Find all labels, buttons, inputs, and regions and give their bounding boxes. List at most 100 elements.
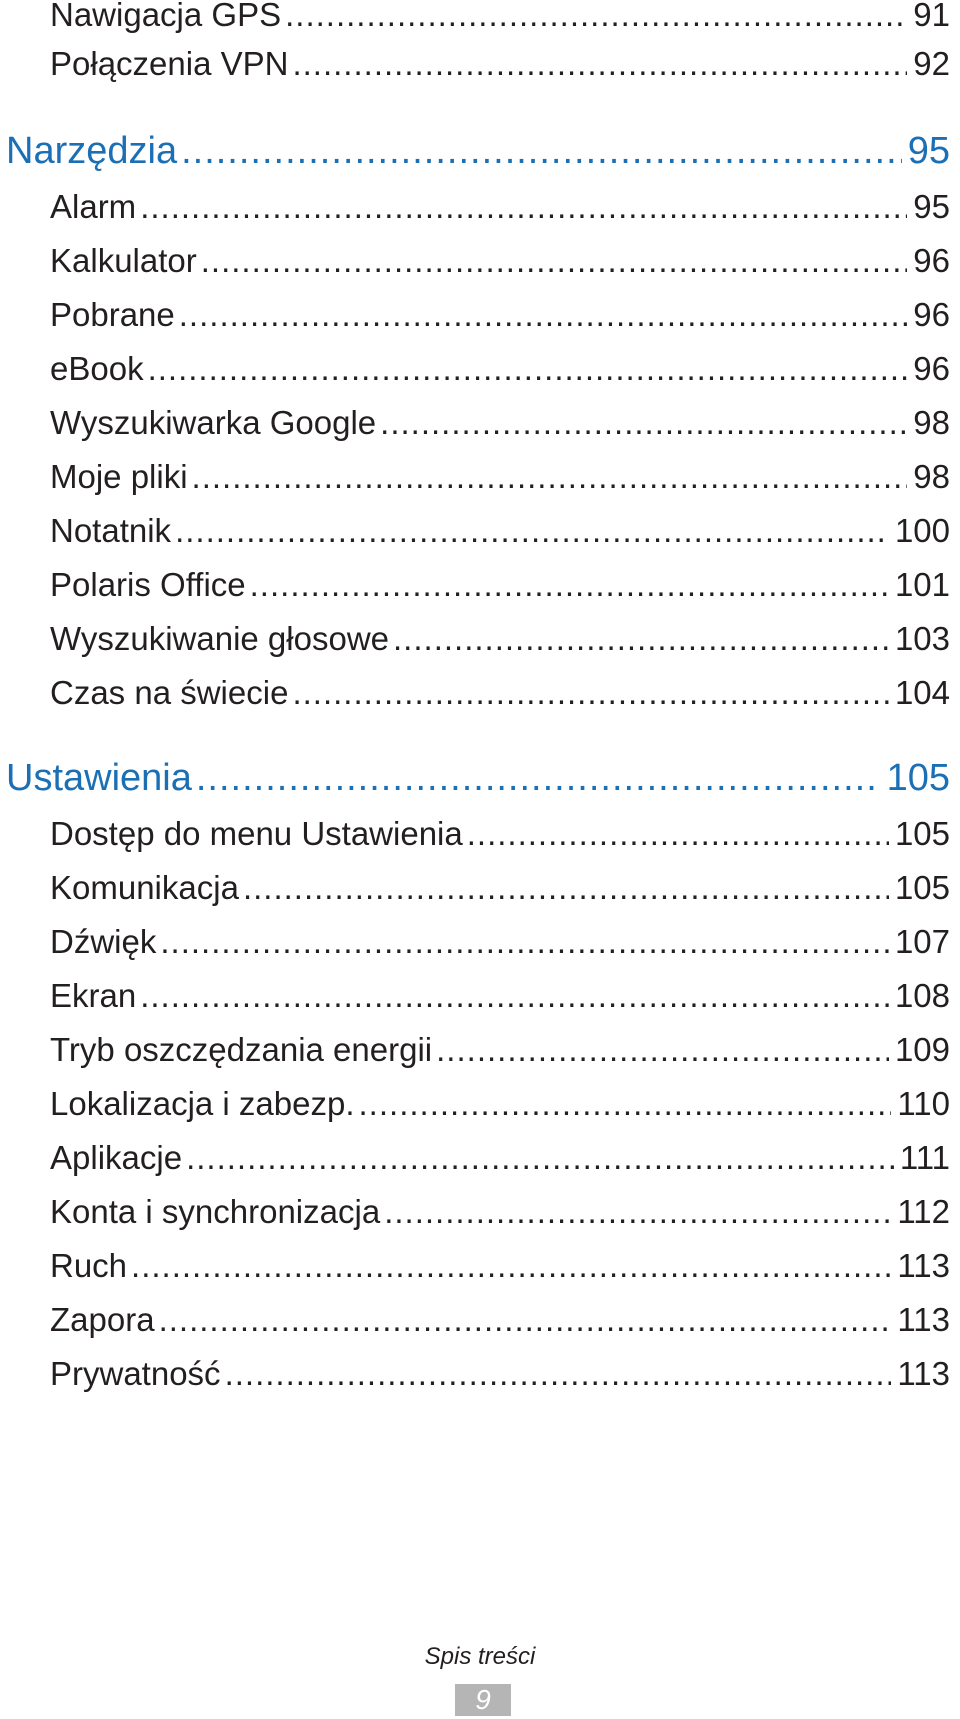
toc-entry[interactable]: Lokalizacja i zabezp. 110 bbox=[50, 1080, 950, 1128]
dot-leader bbox=[159, 1296, 892, 1344]
toc-entry-page: 113 bbox=[897, 1355, 950, 1392]
dot-leader bbox=[160, 918, 889, 966]
toc-entry-page: 92 bbox=[913, 45, 950, 82]
page-number-badge: 9 bbox=[455, 1684, 511, 1716]
toc-entry-label: Zapora bbox=[50, 1301, 155, 1338]
dot-leader bbox=[186, 1134, 894, 1182]
toc-entry[interactable]: Wyszukiwanie głosowe 103 bbox=[50, 615, 950, 663]
toc-entry-page: 98 bbox=[913, 404, 950, 441]
toc-entry-page: 109 bbox=[894, 1031, 950, 1068]
toc-entry-label: Komunikacja bbox=[50, 869, 239, 906]
toc-section[interactable]: Ustawienia 105 bbox=[6, 751, 950, 805]
toc-entry-label: Moje pliki bbox=[50, 458, 188, 495]
toc-entry[interactable]: Moje pliki 98 bbox=[50, 453, 950, 501]
toc-entry-label: Konta i synchronizacja bbox=[50, 1193, 381, 1230]
toc-entry-page: 91 bbox=[913, 0, 950, 33]
toc-entry[interactable]: Komunikacja 105 bbox=[50, 864, 950, 912]
toc-entry-label: Lokalizacja i zabezp. bbox=[50, 1085, 355, 1122]
toc-entry-label: Dźwięk bbox=[50, 923, 157, 960]
toc-entry[interactable]: Wyszukiwarka Google 98 bbox=[50, 399, 950, 447]
toc-entry-page: 110 bbox=[897, 1085, 950, 1122]
toc-entry-label: eBook bbox=[50, 350, 144, 387]
dot-leader bbox=[225, 1350, 892, 1398]
dot-leader bbox=[140, 972, 889, 1020]
dot-leader bbox=[201, 237, 908, 285]
toc-entry-page: 96 bbox=[913, 350, 950, 387]
toc-entry-label: Dostęp do menu Ustawienia bbox=[50, 815, 463, 852]
toc-entry-page: 105 bbox=[894, 815, 950, 852]
toc-entry[interactable]: Notatnik 100 bbox=[50, 507, 950, 555]
toc-entry-label: Tryb oszczędzania energii bbox=[50, 1031, 433, 1068]
toc-entry-label: Czas na świecie bbox=[50, 674, 289, 711]
toc-entry-label: Wyszukiwarka Google bbox=[50, 404, 377, 441]
toc-entry[interactable]: Tryb oszczędzania energii 109 bbox=[50, 1026, 950, 1074]
toc-entry[interactable]: Aplikacje 111 bbox=[50, 1134, 950, 1182]
toc-entry-label: Aplikacje bbox=[50, 1139, 183, 1176]
toc-section-label: Ustawienia bbox=[6, 757, 192, 799]
dot-leader bbox=[292, 40, 907, 88]
dot-leader bbox=[196, 751, 881, 805]
toc-entry[interactable]: Kalkulator 96 bbox=[50, 237, 950, 285]
toc-entry-page: 103 bbox=[894, 620, 950, 657]
toc-entry[interactable]: Alarm 95 bbox=[50, 183, 950, 231]
dot-leader bbox=[131, 1242, 891, 1290]
toc-entry[interactable]: Dostęp do menu Ustawienia 105 bbox=[50, 810, 950, 858]
toc-entry-page: 111 bbox=[899, 1139, 950, 1176]
dot-leader bbox=[179, 291, 908, 339]
toc-entry-page: 96 bbox=[913, 242, 950, 279]
dot-leader bbox=[175, 507, 889, 555]
toc-entry-page: 95 bbox=[913, 188, 950, 225]
toc-entry-label: Wyszukiwanie głosowe bbox=[50, 620, 390, 657]
toc-entry[interactable]: Ekran 108 bbox=[50, 972, 950, 1020]
dot-leader bbox=[192, 453, 908, 501]
toc-entry-page: 98 bbox=[913, 458, 950, 495]
toc-section-page: 95 bbox=[907, 130, 950, 172]
toc-entry[interactable]: Nawigacja GPS 91 bbox=[50, 0, 950, 39]
toc-entry[interactable]: Czas na świecie 104 bbox=[50, 669, 950, 717]
toc-entry-page: 108 bbox=[894, 977, 950, 1014]
toc-entry-page: 100 bbox=[894, 512, 950, 549]
dot-leader bbox=[292, 669, 889, 717]
dot-leader bbox=[140, 183, 907, 231]
toc-entry[interactable]: Pobrane 96 bbox=[50, 291, 950, 339]
dot-leader bbox=[393, 615, 889, 663]
toc-entry-page: 101 bbox=[894, 566, 950, 603]
toc-entry[interactable]: Dźwięk 107 bbox=[50, 918, 950, 966]
toc-entry[interactable]: Konta i synchronizacja 112 bbox=[50, 1188, 950, 1236]
toc-entry-label: Alarm bbox=[50, 188, 137, 225]
toc-entry-label: Ruch bbox=[50, 1247, 128, 1284]
dot-leader bbox=[181, 124, 902, 178]
toc-entry-label: Kalkulator bbox=[50, 242, 197, 279]
dot-leader bbox=[250, 561, 889, 609]
toc-entry[interactable]: Prywatność 113 bbox=[50, 1350, 950, 1398]
toc-entry[interactable]: Połączenia VPN 92 bbox=[50, 40, 950, 88]
toc-entry-label: Ekran bbox=[50, 977, 137, 1014]
dot-leader bbox=[384, 1188, 891, 1236]
toc-entry-label: Notatnik bbox=[50, 512, 172, 549]
toc-entry[interactable]: Polaris Office 101 bbox=[50, 561, 950, 609]
toc-entry-page: 104 bbox=[894, 674, 950, 711]
toc-entry-label: Pobrane bbox=[50, 296, 175, 333]
toc-entry-label: Polaris Office bbox=[50, 566, 246, 603]
toc-entry-label: Nawigacja GPS bbox=[50, 0, 282, 33]
toc-entry-page: 107 bbox=[894, 923, 950, 960]
dot-leader bbox=[359, 1080, 892, 1128]
toc-entry-page: 96 bbox=[913, 296, 950, 333]
toc-entry[interactable]: Zapora 113 bbox=[50, 1296, 950, 1344]
dot-leader bbox=[148, 345, 908, 393]
toc-section-page: 105 bbox=[886, 757, 950, 799]
toc-entry-page: 113 bbox=[897, 1301, 950, 1338]
dot-leader bbox=[243, 864, 889, 912]
toc-entry-page: 113 bbox=[897, 1247, 950, 1284]
toc-entry-label: Prywatność bbox=[50, 1355, 221, 1392]
toc-entry-label: Połączenia VPN bbox=[50, 45, 289, 82]
toc-entry-page: 112 bbox=[897, 1193, 950, 1230]
toc-section[interactable]: Narzędzia 95 bbox=[6, 124, 950, 178]
dot-leader bbox=[285, 0, 907, 39]
toc-entry-page: 105 bbox=[894, 869, 950, 906]
toc-entry[interactable]: Ruch 113 bbox=[50, 1242, 950, 1290]
footer-section-title: Spis treści bbox=[424, 1643, 536, 1670]
dot-leader bbox=[436, 1026, 889, 1074]
toc-section-label: Narzędzia bbox=[6, 130, 178, 172]
toc-entry[interactable]: eBook 96 bbox=[50, 345, 950, 393]
